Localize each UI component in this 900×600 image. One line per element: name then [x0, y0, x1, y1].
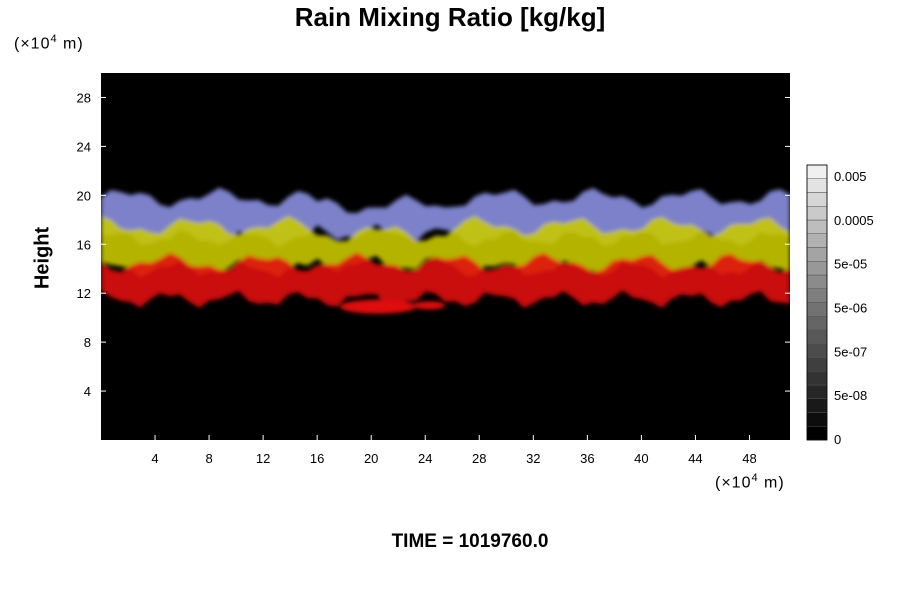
colorbar-swatch — [806, 398, 828, 413]
x-axis-ticks: 4 8 12 16 20 24 28 32 36 40 44 48 — [151, 435, 757, 466]
y-tick-label: 8 — [84, 335, 91, 350]
colorbar-swatch — [806, 371, 828, 386]
x-tick-label: 24 — [418, 451, 432, 466]
colorbar-label: 0.0005 — [834, 213, 874, 228]
rain-field — [101, 187, 790, 314]
colorbar-swatch — [806, 164, 828, 179]
x-unit-suffix: m) — [758, 474, 785, 492]
colorbar-label: 5e-06 — [834, 301, 867, 316]
colorbar-swatch — [806, 357, 828, 372]
x-tick-label: 4 — [151, 451, 158, 466]
y-tick-label: 24 — [77, 139, 91, 154]
colorbar-label: 5e-08 — [834, 388, 867, 403]
colorbar: 0 5e-08 5e-07 5e-06 5e-05 0.0005 0.005 — [806, 164, 874, 447]
colorbar-swatch — [806, 329, 828, 344]
x-tick-label: 40 — [634, 451, 648, 466]
x-tick-label: 32 — [526, 451, 540, 466]
x-unit-prefix: (×10 — [715, 474, 752, 492]
chart-title: Rain Mixing Ratio [kg/kg] — [294, 2, 606, 32]
x-tick-label: 8 — [205, 451, 212, 466]
colorbar-swatch — [806, 412, 828, 427]
time-label: TIME = 1019760.0 — [391, 531, 549, 552]
colorbar-swatch — [806, 316, 828, 331]
red-patch — [339, 299, 416, 314]
y-tick-label: 20 — [77, 188, 91, 203]
colorbar-swatch — [806, 261, 828, 276]
colorbar-swatch — [806, 384, 828, 399]
x-axis-unit: (×104 m) — [715, 472, 785, 492]
colorbar-swatch — [806, 247, 828, 262]
y-tick-label: 4 — [84, 384, 91, 399]
x-tick-label: 20 — [364, 451, 378, 466]
colorbar-swatch — [806, 233, 828, 248]
colorbar-swatch — [806, 302, 828, 317]
colorbar-swatch — [806, 178, 828, 193]
colorbar-label: 0 — [834, 432, 841, 447]
x-tick-label: 12 — [256, 451, 270, 466]
colorbar-swatch — [806, 219, 828, 234]
y-axis-ticks: 4 8 12 16 20 24 28 — [77, 90, 790, 399]
x-tick-label: 44 — [688, 451, 702, 466]
colorbar-swatch — [806, 288, 828, 303]
x-tick-label: 48 — [742, 451, 756, 466]
colorbar-label: 0.005 — [834, 169, 867, 184]
y-unit-suffix: m) — [57, 35, 84, 53]
colorbar-label: 5e-05 — [834, 257, 867, 272]
colorbar-swatch — [806, 343, 828, 358]
y-unit-exponent: 4 — [50, 33, 58, 45]
x-unit-exponent: 4 — [751, 472, 759, 484]
y-axis-unit: (×104 m) — [14, 33, 84, 53]
y-unit-prefix: (×10 — [14, 35, 51, 53]
colorbar-label: 5e-07 — [834, 344, 867, 359]
y-tick-label: 12 — [77, 286, 91, 301]
colorbar-swatch — [806, 192, 828, 207]
y-tick-label: 28 — [77, 90, 91, 105]
red-patch-small — [413, 301, 446, 310]
x-tick-label: 36 — [580, 451, 594, 466]
colorbar-frame — [806, 164, 828, 441]
colorbar-swatch — [806, 206, 828, 221]
x-tick-label: 16 — [310, 451, 324, 466]
y-tick-label: 16 — [77, 237, 91, 252]
layer-red — [101, 252, 790, 309]
x-tick-label: 28 — [472, 451, 486, 466]
colorbar-swatch — [806, 426, 828, 441]
colorbar-swatch — [806, 274, 828, 289]
